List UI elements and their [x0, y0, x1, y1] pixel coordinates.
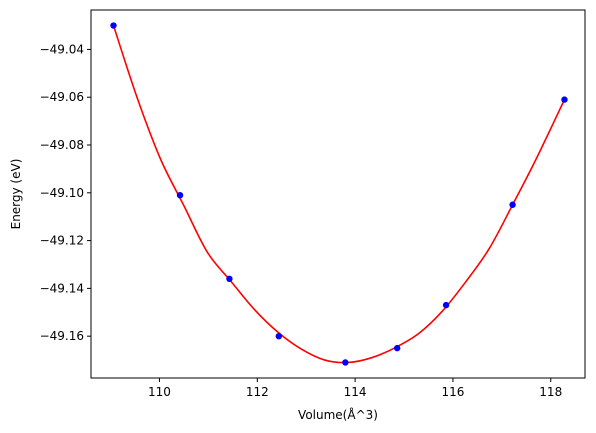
data-point — [393, 344, 401, 352]
fit-curve-line — [112, 25, 566, 364]
x-tick-label: 112 — [246, 385, 269, 399]
data-point — [275, 332, 283, 340]
data-point — [226, 275, 233, 283]
y-tick-label: −49.06 — [40, 90, 84, 104]
data-point — [342, 359, 349, 366]
y-tick-label: −49.08 — [40, 138, 84, 152]
x-tick-label: 110 — [148, 385, 171, 399]
x-tick-label: 114 — [344, 385, 367, 399]
axes-frame — [90, 9, 586, 379]
x-tick-label: 116 — [441, 385, 464, 399]
x-axis-label: Volume(Å^3) — [298, 407, 378, 422]
y-tick-label: −49.04 — [40, 42, 84, 56]
plot-area — [110, 22, 568, 366]
data-point — [176, 191, 184, 199]
data-point — [509, 201, 516, 208]
y-tick-label: −49.12 — [40, 234, 84, 248]
ticks: 110 112 114 116 118 −49.04 −49.06 −49.08 −49.10 −… — [40, 42, 563, 399]
x-tick-label: 118 — [539, 385, 562, 399]
data-point — [110, 22, 117, 29]
y-tick-label: −49.14 — [40, 281, 84, 295]
y-axis-label: Energy (eV) — [9, 159, 23, 230]
y-tick-label: −49.16 — [40, 329, 84, 343]
data-point — [442, 301, 450, 309]
data-point — [561, 96, 568, 103]
y-tick-label: −49.10 — [40, 186, 84, 200]
